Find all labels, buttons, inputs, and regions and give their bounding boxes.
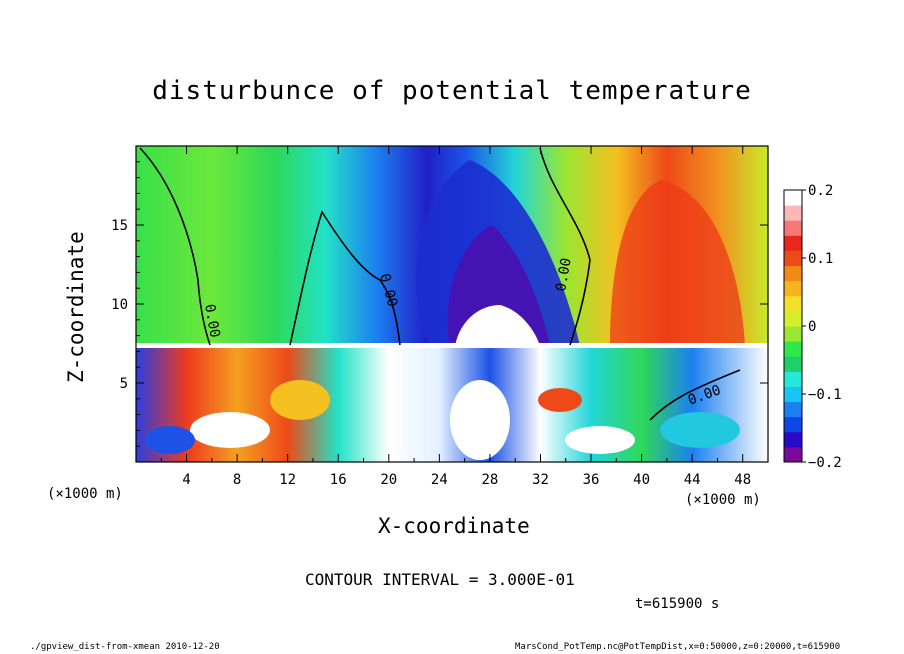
colorbar: 0.2 0.1 0 −0.1 −0.2 — [783, 183, 842, 471]
warm-region — [610, 180, 745, 346]
colorbar-swatch — [784, 280, 802, 297]
zero-contour-line — [289, 210, 401, 346]
colorbar-swatch — [784, 220, 802, 236]
contour-label: 0.00 — [553, 257, 575, 293]
colorbar-swatch — [784, 190, 802, 206]
x-tick-label: 40 — [633, 472, 650, 488]
colorbar-tick-label: −0.1 — [808, 387, 842, 403]
contour-label: 0.00 — [201, 303, 223, 339]
x-axis: 4 8 12 16 20 24 28 32 36 40 44 48 — [160, 146, 751, 488]
colorbar-swatch — [784, 401, 802, 418]
x-tick-label: 24 — [431, 472, 448, 488]
zero-contour-line — [649, 369, 741, 421]
y-axis-label: Z-coordinate — [64, 231, 88, 383]
colorbar-tick-label: −0.2 — [808, 455, 842, 471]
colorbar-swatch — [784, 356, 802, 372]
lower-patch — [190, 412, 270, 448]
colorbar-swatch — [784, 310, 802, 327]
y-tick-label: 10 — [111, 297, 128, 313]
colorbar-tick-label: 0.2 — [808, 183, 833, 199]
x-tick-label: 8 — [233, 472, 241, 488]
footer-right: MarsCond_PotTemp.nc@PotTempDist,x=0:5000… — [515, 642, 841, 652]
lower-patch — [450, 380, 510, 460]
lower-patch — [565, 426, 635, 454]
x-tick-label: 32 — [532, 472, 549, 488]
colorbar-swatch — [784, 250, 802, 267]
y-tick-label: 5 — [120, 376, 128, 392]
zero-contour-line — [139, 147, 211, 346]
lower-patch — [538, 388, 582, 412]
lower-patch — [270, 380, 330, 420]
colorbar-swatch — [784, 341, 802, 357]
colorbar-swatch — [784, 205, 802, 221]
x-tick-label: 36 — [583, 472, 600, 488]
lower-patch — [660, 412, 740, 448]
lower-patch — [145, 426, 195, 454]
colorbar-swatch — [784, 431, 802, 448]
time-stamp: t=615900 s — [635, 596, 720, 612]
x-tick-label: 12 — [279, 472, 296, 488]
x-unit-label: (×1000 m) — [47, 486, 123, 502]
x-unit-label: (×1000 m) — [685, 492, 761, 508]
x-tick-label: 4 — [182, 472, 190, 488]
x-tick-label: 16 — [330, 472, 347, 488]
colorbar-swatch — [784, 265, 802, 282]
colorbar-swatch — [784, 326, 802, 342]
x-tick-label: 48 — [734, 472, 751, 488]
x-tick-label: 20 — [380, 472, 397, 488]
footer-left: ./gpview_dist-from-xmean 2010-12-20 — [30, 642, 220, 652]
y-tick-label: 15 — [111, 218, 128, 234]
x-tick-label: 28 — [481, 472, 498, 488]
colorbar-swatch — [784, 295, 802, 312]
colorbar-swatch — [784, 386, 802, 403]
contour-interval-text: CONTOUR INTERVAL = 3.000E-01 — [305, 570, 575, 589]
x-axis-label: X-coordinate — [378, 514, 530, 538]
y-axis: 5 10 15 — [111, 161, 768, 447]
colorbar-swatch — [784, 371, 802, 387]
colorbar-swatch — [784, 235, 802, 251]
plume-white-cap — [455, 305, 540, 346]
inversion-band — [136, 343, 768, 348]
colorbar-tick-label: 0 — [808, 319, 816, 335]
x-tick-label: 44 — [684, 472, 701, 488]
chart-title: disturbunce of potential temperature — [152, 76, 752, 106]
colorbar-tick-label: 0.1 — [808, 251, 833, 267]
zero-contour-line — [539, 147, 591, 346]
colorbar-swatch — [784, 416, 802, 433]
colorbar-swatch — [784, 446, 802, 463]
heatmap-field — [136, 146, 768, 462]
